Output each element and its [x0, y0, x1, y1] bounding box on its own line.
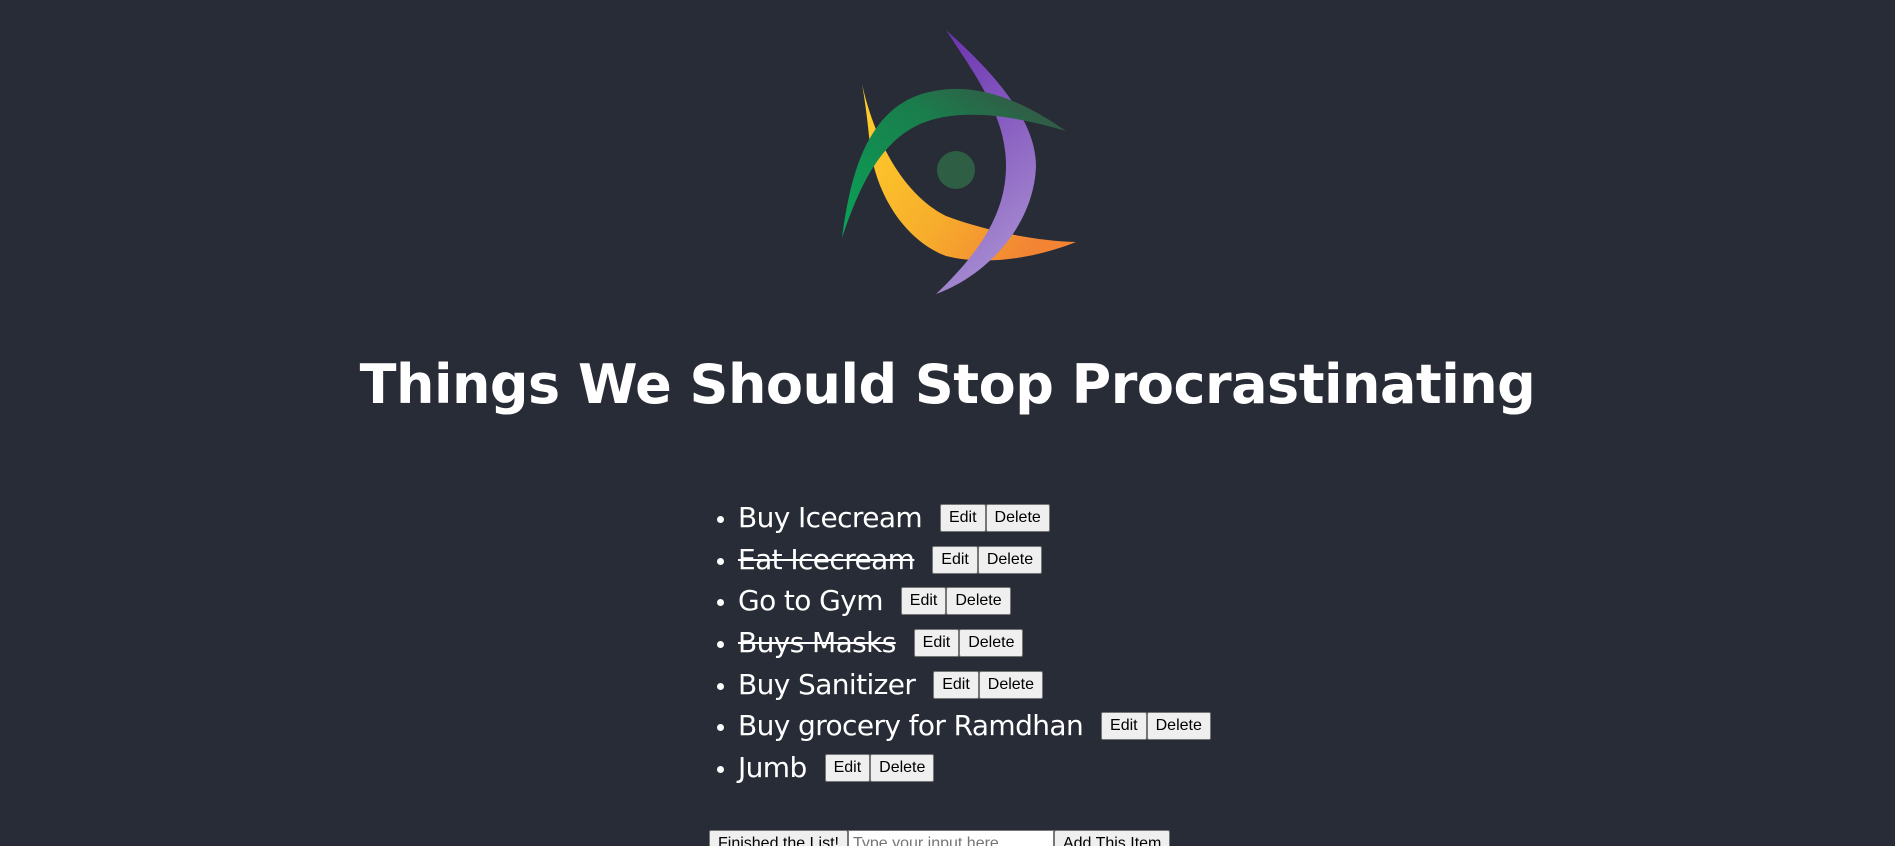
edit-button[interactable]: Edit — [913, 629, 960, 658]
delete-button[interactable]: Delete — [1146, 712, 1211, 741]
pinwheel-logo-icon — [842, 30, 1076, 294]
delete-button[interactable]: Delete — [959, 629, 1024, 658]
edit-button[interactable]: Edit — [939, 504, 986, 532]
edit-button[interactable]: Edit — [824, 754, 871, 783]
page-title: Things We Should Stop Procrastinating — [359, 353, 1536, 416]
todo-item-label: Buys Masks — [738, 626, 896, 660]
list-controls: Finished the List! Add This Item — [709, 830, 1171, 846]
edit-button[interactable]: Edit — [932, 545, 978, 574]
todo-item-label: Jumb — [738, 751, 807, 785]
todo-item-label: Buy grocery for Ramdhan — [738, 709, 1084, 743]
delete-button[interactable]: Delete — [977, 545, 1043, 574]
todo-item-label: Buy Icecream — [738, 501, 923, 535]
delete-button[interactable]: Delete — [978, 670, 1044, 699]
delete-button[interactable]: Delete — [870, 754, 935, 783]
todo-list: Buy Icecream EditDeleteEat Icecream Edit… — [708, 496, 1211, 788]
new-item-input[interactable] — [847, 830, 1054, 846]
delete-button[interactable]: Delete — [946, 587, 1011, 616]
edit-button[interactable]: Edit — [933, 670, 979, 699]
add-item-button[interactable]: Add This Item — [1053, 830, 1171, 846]
todo-item-label: Go to Gym — [738, 584, 883, 618]
delete-button[interactable]: Delete — [985, 504, 1050, 532]
edit-button[interactable]: Edit — [1101, 712, 1147, 741]
finish-list-button[interactable]: Finished the List! — [709, 830, 848, 846]
edit-button[interactable]: Edit — [900, 587, 947, 616]
todo-item-label: Buy Sanitizer — [738, 667, 916, 701]
todo-item-label: Eat Icecream — [738, 542, 915, 576]
